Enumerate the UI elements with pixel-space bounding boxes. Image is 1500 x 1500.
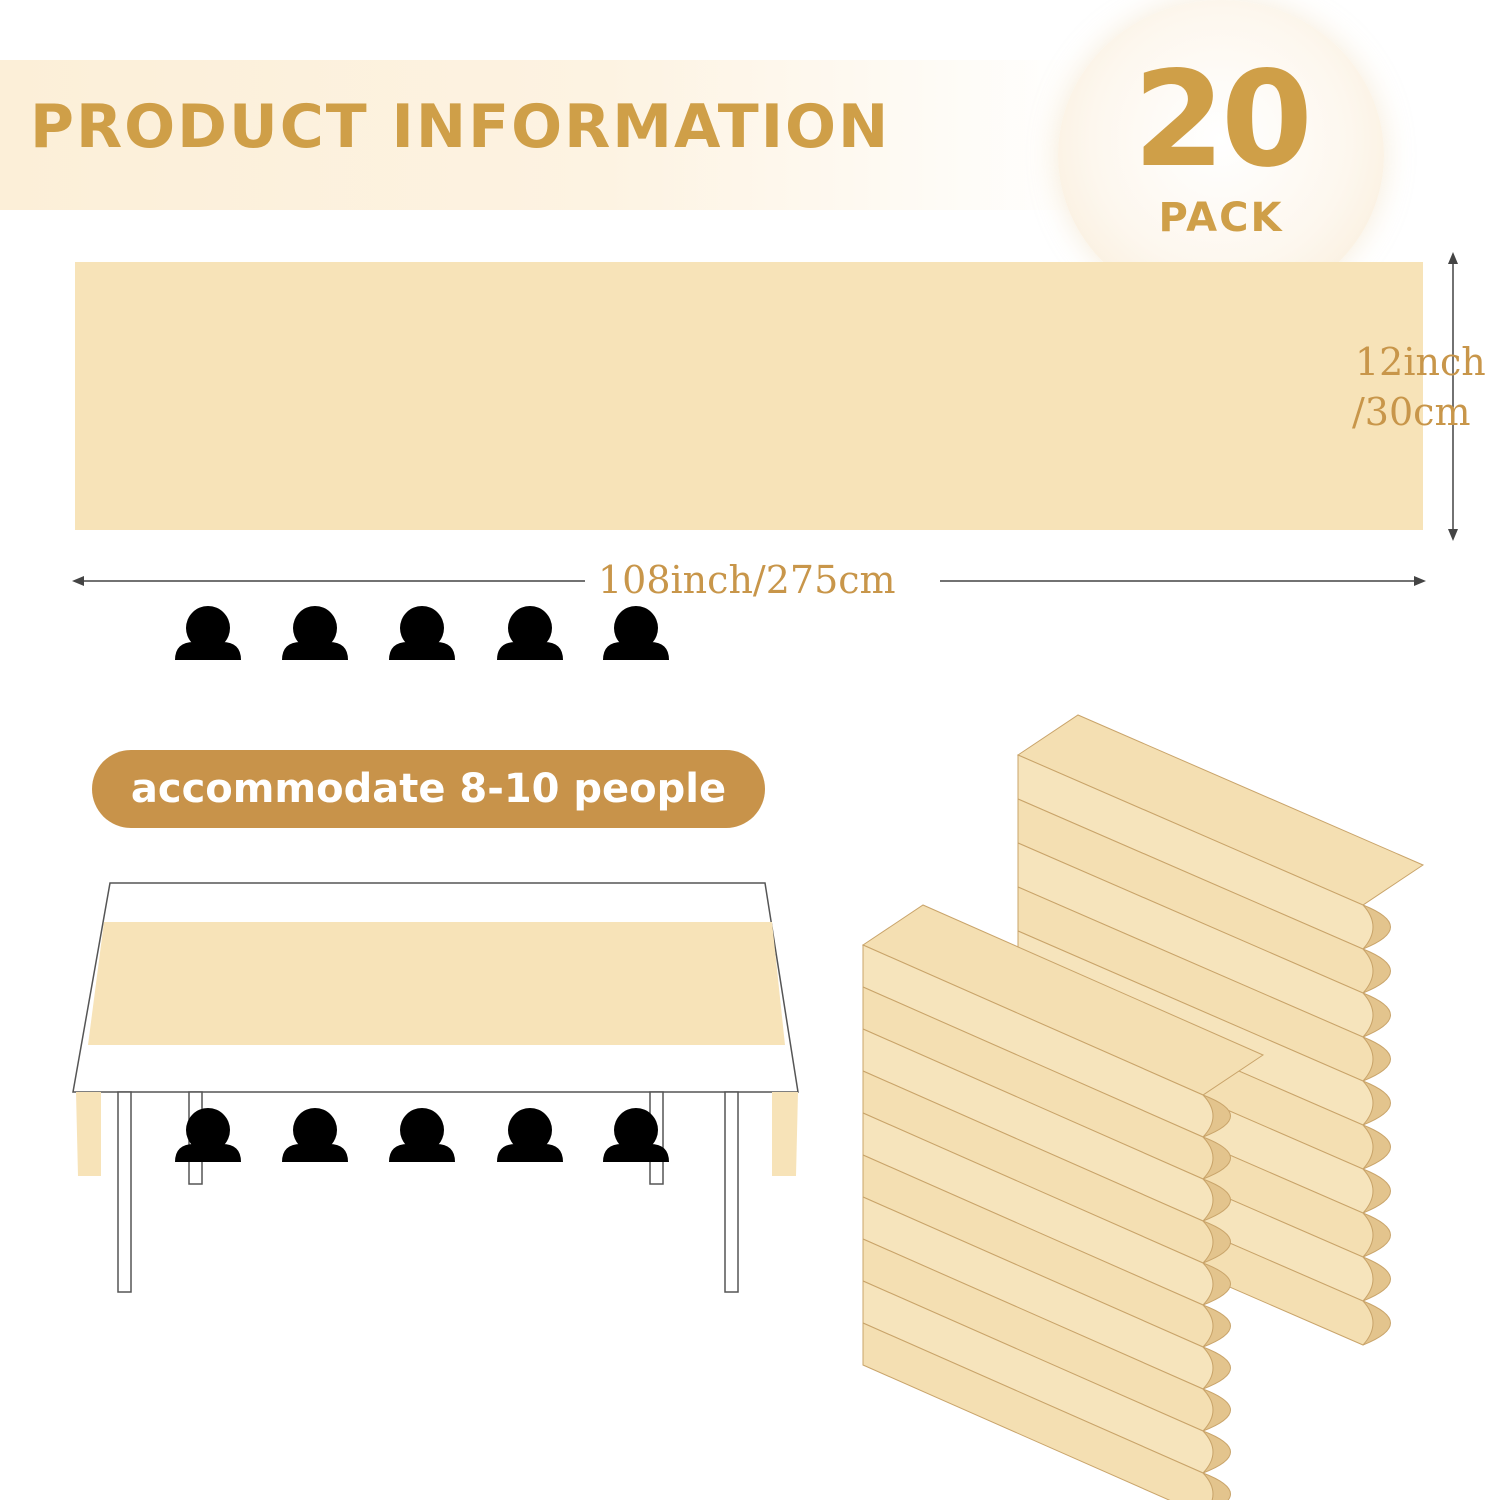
pack-badge xyxy=(1058,0,1384,310)
person-icon xyxy=(282,606,348,660)
header-banner xyxy=(0,60,1100,210)
folded-runner-edge xyxy=(1202,1472,1231,1500)
length-label: 108inch/275cm xyxy=(598,558,896,602)
folded-runner-edge xyxy=(1362,1300,1391,1346)
person-icon xyxy=(389,1108,455,1162)
pack-count: 20 xyxy=(1133,43,1313,197)
page-title: PRODUCT INFORMATION xyxy=(30,92,891,162)
person-icon xyxy=(603,606,669,660)
table-runner-image xyxy=(75,262,1423,530)
person-icon xyxy=(497,606,563,660)
person-icon xyxy=(389,606,455,660)
person-icon xyxy=(175,1108,241,1162)
person-icon xyxy=(282,1108,348,1162)
pack-label: PACK xyxy=(1158,195,1284,241)
person-icon xyxy=(497,1108,563,1162)
capacity-pill xyxy=(92,750,765,828)
person-icon xyxy=(603,1108,669,1162)
person-icon xyxy=(175,606,241,660)
width-label-cm: /30cm xyxy=(1352,390,1471,434)
capacity-label: accommodate 8-10 people xyxy=(130,766,727,812)
width-label-inch: 12inch xyxy=(1355,340,1486,384)
